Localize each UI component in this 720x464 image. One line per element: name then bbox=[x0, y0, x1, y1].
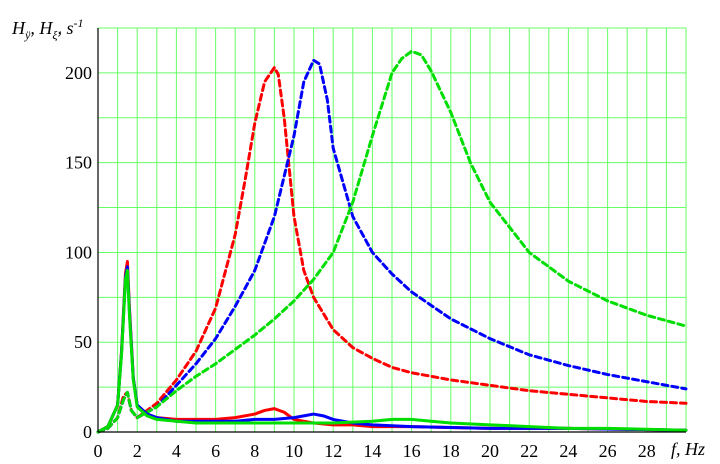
x-tick-label: 0 bbox=[94, 441, 103, 461]
y-tick-label: 100 bbox=[65, 242, 92, 262]
x-tick-label: 12 bbox=[324, 441, 342, 461]
y-tick-label: 150 bbox=[65, 153, 92, 173]
x-tick-label: 6 bbox=[211, 441, 220, 461]
axes bbox=[97, 28, 686, 433]
series-line bbox=[96, 268, 688, 434]
y-tick-label: 50 bbox=[74, 332, 92, 352]
x-tick-label: 22 bbox=[520, 441, 538, 461]
series-group bbox=[96, 49, 688, 434]
x-tick-label: 26 bbox=[599, 441, 617, 461]
x-tick-label: 18 bbox=[442, 441, 460, 461]
x-tick-label: 4 bbox=[172, 441, 181, 461]
x-tick-label: 20 bbox=[481, 441, 499, 461]
x-tick-label: 28 bbox=[638, 441, 656, 461]
x-tick-label: 10 bbox=[285, 441, 303, 461]
y-tick-label: 0 bbox=[83, 422, 92, 442]
series-line bbox=[96, 49, 688, 434]
x-tick-label: 24 bbox=[559, 441, 577, 461]
y-tick-label: 200 bbox=[65, 63, 92, 83]
x-tick-label: 8 bbox=[250, 441, 259, 461]
x-tick-label: 16 bbox=[403, 441, 421, 461]
grid bbox=[97, 27, 687, 433]
x-tick-label: 14 bbox=[363, 441, 381, 461]
y-axis-label: Hÿ, Hξ̇, s-1 bbox=[11, 16, 83, 42]
x-axis-label: f, Hz bbox=[671, 439, 705, 459]
x-tick-label: 2 bbox=[133, 441, 142, 461]
